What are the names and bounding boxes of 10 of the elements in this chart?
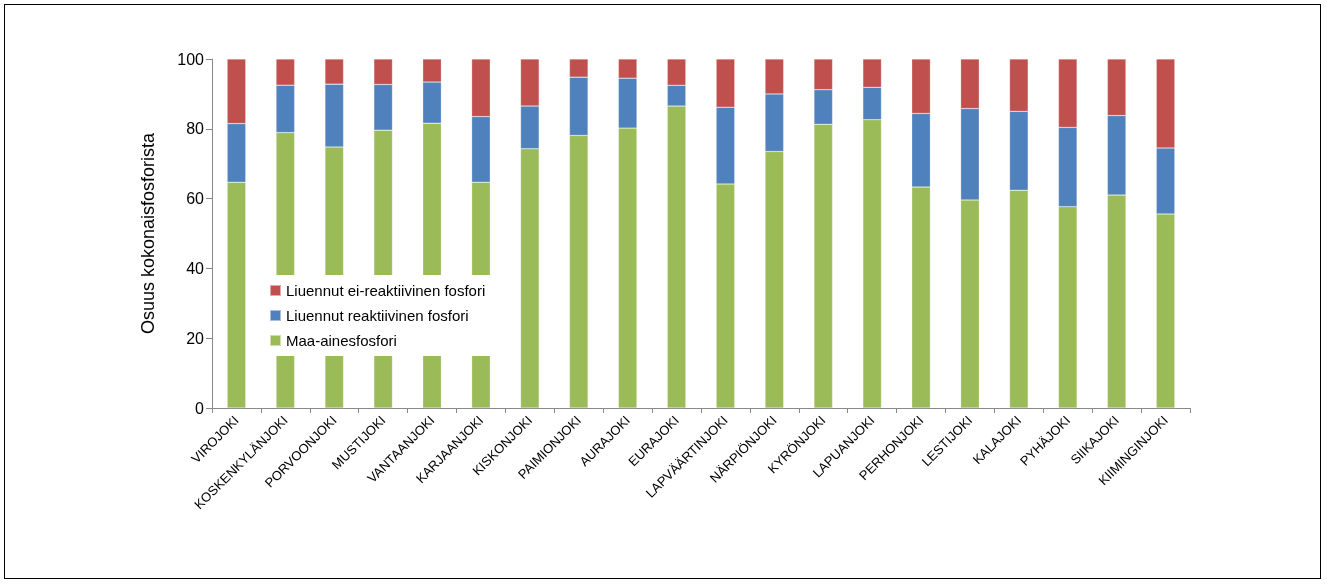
- y-tick-label: 20: [186, 329, 205, 347]
- y-tick-label: 60: [186, 190, 205, 208]
- legend-label: Liuennut ei-reaktiivinen fosfori: [286, 282, 486, 299]
- legend-label: Liuennut reaktiivinen fosfori: [286, 307, 469, 324]
- legend-label: Maa-ainesfosfori: [286, 332, 397, 349]
- y-tick-label: 0: [195, 399, 205, 417]
- y-tick-label: 100: [177, 50, 205, 68]
- y-axis-title: Osuus kokonaisfosforista: [138, 131, 158, 335]
- y-tick-label: 40: [186, 259, 205, 277]
- y-tick-label: 80: [186, 120, 205, 138]
